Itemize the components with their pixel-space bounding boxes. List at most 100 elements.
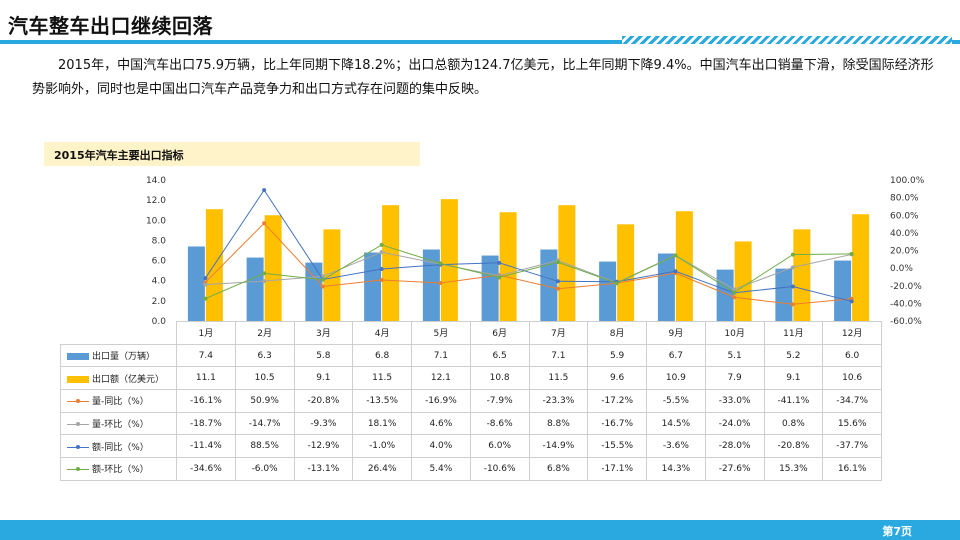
footer-bar: 第7页 (0, 520, 960, 540)
y-right-tick-label: 0.0% (890, 264, 913, 274)
point-val-yoy (379, 267, 384, 272)
legend-key (67, 467, 89, 472)
data-label: -17.2% (587, 389, 647, 413)
data-label: 50.9% (234, 389, 295, 413)
table-row: 出口量（万辆） 7.4 6.3 5.8 6.8 7.1 6.5 7.1 5.9 6.7 5.1 5.2… (60, 343, 882, 368)
data-label: -7.9% (469, 389, 530, 413)
x-tick-label: 4月 (352, 321, 412, 345)
y-left-tick-label: 12.0 (146, 196, 166, 206)
data-label: -10.6% (469, 457, 530, 481)
bar-value (852, 214, 870, 321)
data-label: 4.0% (411, 434, 471, 459)
data-label: 6.3 (234, 343, 295, 368)
data-label: -12.9% (293, 434, 354, 459)
bar-volume (187, 246, 205, 321)
legend-label: 额-同比（%） (92, 442, 149, 453)
data-label: 18.1% (352, 411, 412, 436)
data-label: -9.3% (293, 411, 354, 436)
y-left-tick-label: 4.0 (152, 277, 167, 287)
data-label: -16.1% (176, 389, 236, 413)
bar-value (440, 199, 458, 321)
x-tick-label: 3月 (293, 321, 354, 345)
data-label: -34.6% (176, 457, 236, 481)
legend-key (67, 422, 89, 427)
page-number: 第7页 (882, 525, 912, 538)
title-underline-stripes (622, 36, 952, 44)
data-label: 16.1% (822, 457, 882, 481)
data-label: 12.1 (411, 366, 471, 391)
point-val-mom (379, 242, 384, 247)
data-label: 10.9 (646, 366, 706, 391)
bar-volume (657, 253, 675, 321)
data-label: -37.7% (822, 434, 882, 459)
bar-value (617, 224, 635, 321)
x-tick-label: 2月 (234, 321, 295, 345)
legend-label: 出口量（万辆） (92, 352, 156, 363)
y-right-tick-label: -40.0% (890, 299, 922, 309)
point-val-yoy (497, 260, 502, 265)
data-label: -13.5% (352, 389, 412, 413)
bar-volume (305, 262, 323, 321)
data-label: -34.7% (822, 389, 882, 413)
data-label: 9.1 (763, 366, 824, 391)
legend-entry: 额-环比（%） (60, 457, 177, 481)
x-tick-label: 10月 (704, 321, 765, 345)
point-vol-yoy (790, 302, 795, 307)
point-vol-mom (732, 287, 737, 292)
data-label: -18.7% (176, 411, 236, 436)
data-label: -16.7% (587, 411, 647, 436)
legend-entry: 额-同比（%） (60, 434, 177, 459)
legend-key (67, 399, 89, 404)
bar-value (793, 229, 811, 321)
x-tick-label: 11月 (763, 321, 824, 345)
data-label: 6.8 (352, 343, 412, 368)
data-label: 7.1 (411, 343, 471, 368)
point-val-mom (262, 271, 267, 276)
slide-title: 汽车整车出口继续回落 (8, 14, 213, 38)
summary-paragraph: 2015年，中国汽车出口75.9万辆，比上年同期下降18.2%；出口总额为124… (32, 58, 934, 97)
point-val-mom (614, 281, 619, 286)
data-label: -27.6% (704, 457, 765, 481)
legend-key (67, 353, 89, 361)
data-label: 88.5% (234, 434, 295, 459)
legend-key (67, 375, 89, 383)
data-label: 14.5% (646, 411, 706, 436)
data-label: 9.6 (587, 366, 647, 391)
data-label: 15.3% (763, 457, 824, 481)
table-row: 额-环比（%） -34.6% -6.0% -13.1% 26.4% 5.4% -10.6% 6… (60, 457, 882, 481)
data-label: 6.0% (469, 434, 530, 459)
point-val-mom (320, 277, 325, 282)
table-row: 额-同比（%） -11.4% 88.5% -12.9% -1.0% 4.0% 6.0% -14… (60, 434, 882, 459)
combo-chart: 0.0 2.0 4.0 6.0 8.0 10.0 12.0 14.0 -60.0% -40.0% -… (146, 176, 925, 325)
data-label: -20.8% (293, 389, 354, 413)
y-left-tick-label: 6.0 (152, 257, 167, 267)
bar-volume (364, 252, 382, 321)
data-label: -20.8% (763, 434, 824, 459)
data-label: -3.6% (646, 434, 706, 459)
x-tick-label: 1月 (176, 321, 236, 345)
legend-entry: 出口量（万辆） (60, 343, 177, 368)
bar-volume (481, 255, 499, 321)
data-label: 11.5 (528, 366, 589, 391)
bar-volume (540, 249, 558, 321)
title-underline (0, 40, 960, 44)
data-label: -17.1% (587, 457, 647, 481)
y-left-tick-label: 0.0 (152, 317, 167, 325)
line-val-mom (205, 244, 852, 300)
point-val-yoy (673, 269, 678, 274)
legend-label: 出口额（亿美元） (92, 374, 165, 385)
table-row: 量-同比（%） -16.1% 50.9% -20.8% -13.5% -16.9% -7.9… (60, 389, 882, 413)
data-label: 26.4% (352, 457, 412, 481)
data-label: 8.8% (528, 411, 589, 436)
y-right-tick-label: 60.0% (890, 211, 919, 221)
data-label: -13.1% (293, 457, 354, 481)
point-vol-yoy (732, 295, 737, 300)
data-label: 7.1 (528, 343, 589, 368)
x-tick-label: 9月 (646, 321, 706, 345)
data-label: -28.0% (704, 434, 765, 459)
data-label: -14.9% (528, 434, 589, 459)
legend-entry: 量-同比（%） (60, 389, 177, 413)
data-label: 6.0 (822, 343, 882, 368)
data-label: 6.5 (469, 343, 530, 368)
y-left-tick-label: 8.0 (152, 236, 167, 246)
